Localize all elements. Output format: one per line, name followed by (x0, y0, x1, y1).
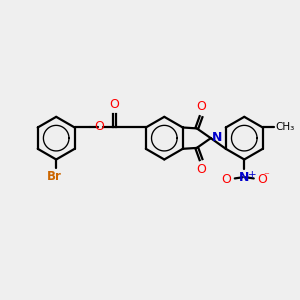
Text: N: N (239, 171, 250, 184)
Text: O: O (196, 100, 206, 113)
Text: +: + (248, 170, 257, 180)
Text: O: O (94, 120, 104, 134)
Text: O: O (196, 163, 206, 176)
Text: Br: Br (47, 170, 62, 183)
Text: N: N (212, 131, 222, 144)
Text: O: O (257, 172, 267, 185)
Text: ⁻: ⁻ (263, 172, 269, 182)
Text: CH₃: CH₃ (275, 122, 294, 132)
Text: O: O (110, 98, 119, 111)
Text: O: O (221, 172, 231, 185)
